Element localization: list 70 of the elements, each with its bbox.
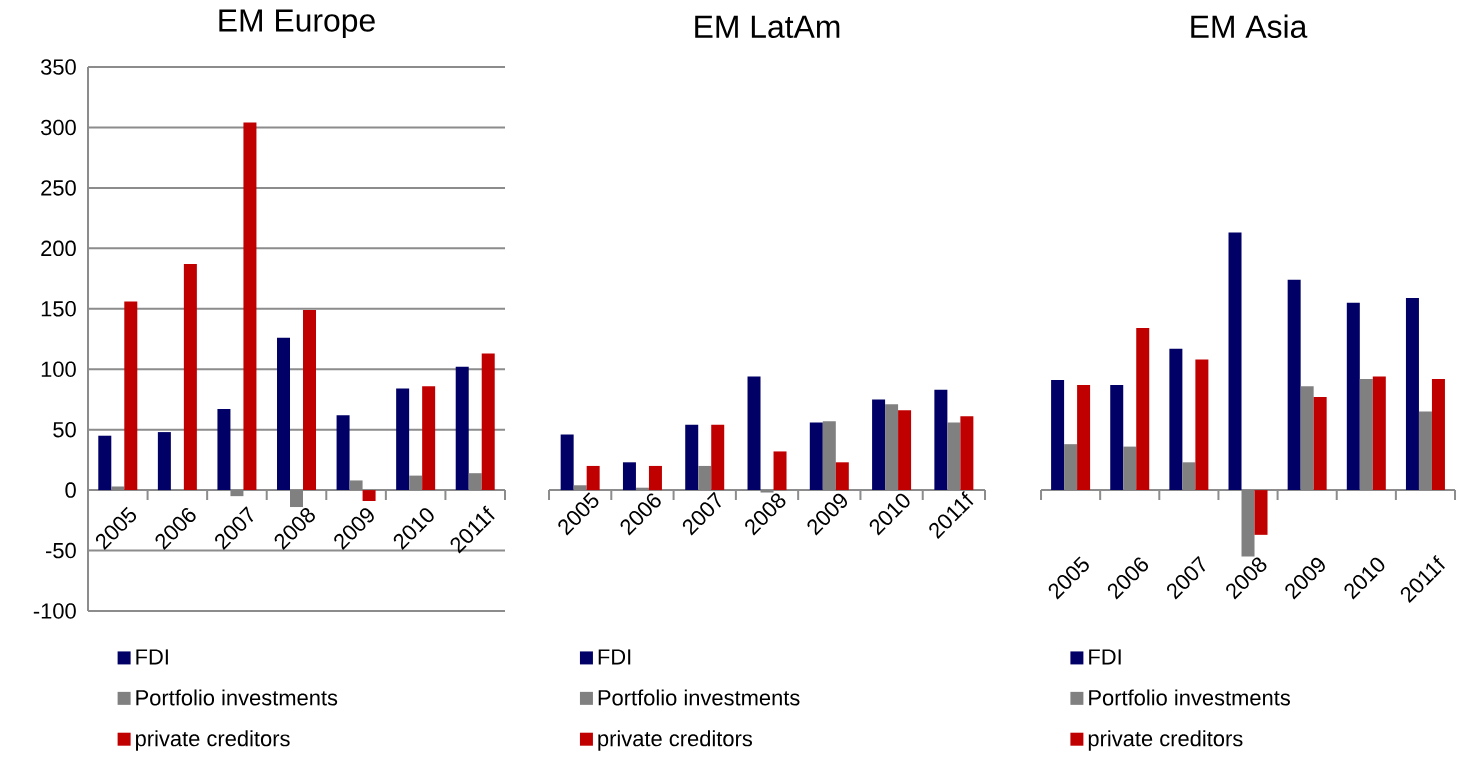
bar [872,399,886,491]
bar [124,301,138,491]
bar [157,432,171,491]
bar [230,490,244,497]
bar [217,409,231,491]
bar [1195,359,1209,491]
chart-title: EM Europe [219,9,375,39]
bar [1051,380,1065,491]
bar [290,490,304,508]
legend-label: private creditors [135,730,290,751]
bar [1254,490,1268,535]
bar [622,462,636,491]
bar [809,422,823,491]
bar [1287,279,1301,491]
bar [1313,397,1327,491]
y-tick-label: 0 [65,482,76,498]
bar [1169,348,1183,491]
legend-label: Portfolio investments [598,689,800,706]
y-tick-label: 150 [41,301,76,317]
legend-label: private creditors [1088,730,1243,751]
bar [1372,376,1386,491]
bar [243,122,257,491]
legend-label: Portfolio investments [1089,689,1290,706]
legend-label: FDI [598,649,631,665]
y-tick-label: -100 [33,603,76,619]
bar [773,451,787,491]
bar [396,388,410,491]
bar [303,309,317,491]
bar [481,353,495,491]
y-tick-label: 200 [41,240,76,257]
bar [934,389,948,491]
y-tick-label: 250 [41,180,76,196]
bar [685,424,699,491]
bar [835,462,849,491]
bar [111,486,125,491]
y-tick-label: 300 [40,119,76,136]
bar [586,465,600,491]
bar [277,337,291,491]
y-tick-label: 100 [41,361,76,377]
y-tick-label: 50 [53,421,76,438]
bar [648,465,662,491]
bar [898,410,912,491]
bar [98,435,112,491]
bar [455,366,469,491]
bar [422,386,436,491]
bar [183,264,197,491]
chart-title: EM LatAm [695,15,840,38]
bar [1405,297,1419,491]
bar [560,434,574,491]
bar [747,376,761,491]
y-tick-label: 350 [40,59,76,75]
legend-label: Portfolio investments [136,689,338,706]
chart-title: EM Asia [1191,14,1308,38]
legend-label: FDI [136,649,168,665]
bar [1228,232,1242,491]
bar [468,473,482,491]
bar [349,480,363,491]
bar [711,424,725,491]
legend-label: private creditors [598,730,752,751]
bar [1136,328,1150,491]
bar [1431,378,1445,491]
bar [362,490,376,501]
bar [1077,384,1091,491]
legend-label: FDI [1089,649,1121,665]
bar [1110,384,1124,491]
bar [960,416,974,491]
y-tick-label: -50 [46,542,76,559]
bar [336,415,350,491]
bar [1346,302,1360,491]
bar [409,475,423,491]
